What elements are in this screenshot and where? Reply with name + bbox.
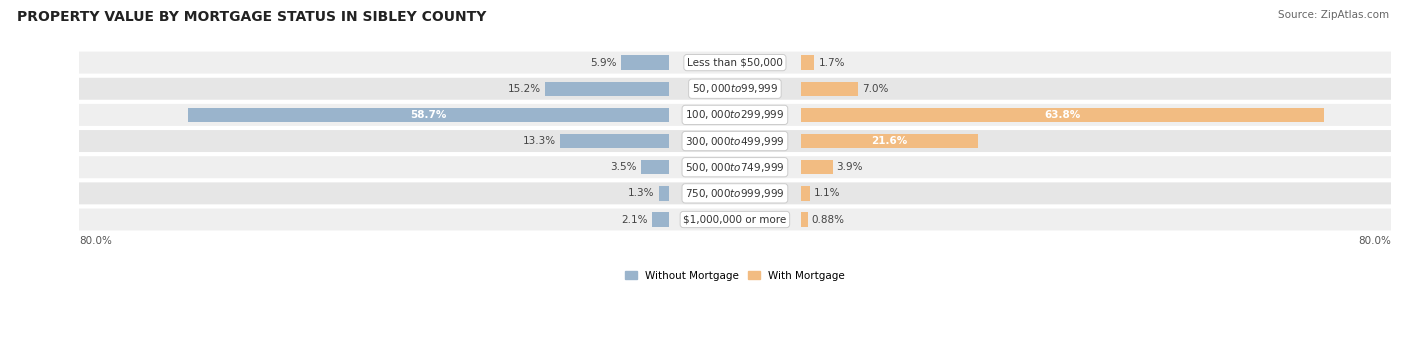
- Bar: [800, 108, 1324, 122]
- Bar: [560, 134, 669, 148]
- FancyBboxPatch shape: [79, 130, 1391, 152]
- Text: Less than $50,000: Less than $50,000: [688, 57, 783, 68]
- Text: 7.0%: 7.0%: [862, 84, 889, 94]
- Bar: [658, 186, 669, 201]
- Text: 1.3%: 1.3%: [628, 188, 655, 198]
- Bar: [800, 212, 807, 227]
- Bar: [621, 55, 669, 70]
- FancyBboxPatch shape: [79, 104, 1391, 126]
- FancyBboxPatch shape: [79, 78, 1391, 100]
- Text: 63.8%: 63.8%: [1045, 110, 1080, 120]
- Bar: [188, 108, 669, 122]
- Bar: [800, 82, 858, 96]
- Text: $300,000 to $499,999: $300,000 to $499,999: [685, 135, 785, 148]
- FancyBboxPatch shape: [79, 156, 1391, 178]
- Text: $750,000 to $999,999: $750,000 to $999,999: [685, 187, 785, 200]
- Text: $50,000 to $99,999: $50,000 to $99,999: [692, 82, 778, 95]
- Bar: [652, 212, 669, 227]
- Bar: [641, 160, 669, 174]
- FancyBboxPatch shape: [79, 52, 1391, 73]
- Text: 3.5%: 3.5%: [610, 162, 637, 172]
- Bar: [800, 160, 832, 174]
- Text: 0.88%: 0.88%: [811, 215, 845, 224]
- Text: $1,000,000 or more: $1,000,000 or more: [683, 215, 786, 224]
- Text: 80.0%: 80.0%: [1358, 236, 1391, 246]
- Bar: [800, 186, 810, 201]
- Text: 1.7%: 1.7%: [818, 57, 845, 68]
- Text: 3.9%: 3.9%: [837, 162, 863, 172]
- Text: 21.6%: 21.6%: [870, 136, 907, 146]
- Text: 2.1%: 2.1%: [621, 215, 648, 224]
- FancyBboxPatch shape: [79, 182, 1391, 204]
- Bar: [544, 82, 669, 96]
- Text: 5.9%: 5.9%: [591, 57, 617, 68]
- FancyBboxPatch shape: [79, 208, 1391, 231]
- Text: 80.0%: 80.0%: [79, 236, 111, 246]
- Text: 15.2%: 15.2%: [508, 84, 540, 94]
- Legend: Without Mortgage, With Mortgage: Without Mortgage, With Mortgage: [620, 267, 849, 285]
- Text: PROPERTY VALUE BY MORTGAGE STATUS IN SIBLEY COUNTY: PROPERTY VALUE BY MORTGAGE STATUS IN SIB…: [17, 10, 486, 24]
- Bar: [800, 55, 814, 70]
- Text: 58.7%: 58.7%: [411, 110, 447, 120]
- Text: 13.3%: 13.3%: [523, 136, 557, 146]
- Text: $500,000 to $749,999: $500,000 to $749,999: [685, 161, 785, 174]
- Text: 58.7%: 58.7%: [6, 110, 42, 120]
- Bar: [800, 134, 977, 148]
- Text: Source: ZipAtlas.com: Source: ZipAtlas.com: [1278, 10, 1389, 20]
- Text: $100,000 to $299,999: $100,000 to $299,999: [685, 108, 785, 121]
- Text: 1.1%: 1.1%: [814, 188, 841, 198]
